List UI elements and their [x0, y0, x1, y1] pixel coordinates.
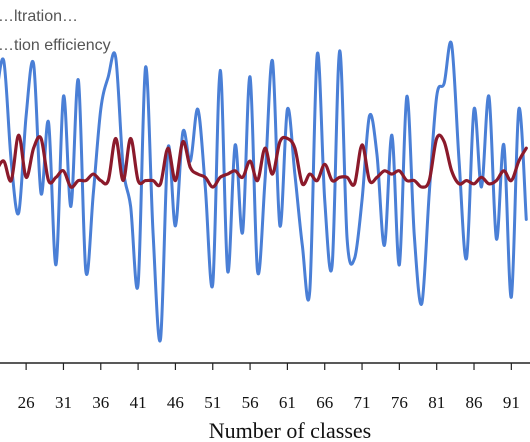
x-tick-label: 26 — [18, 393, 35, 412]
x-tick-label: 86 — [466, 393, 483, 412]
series-1-line — [0, 40, 528, 343]
x-axis-title: Number of classes — [209, 418, 372, 442]
x-tick-label: 41 — [130, 393, 147, 412]
series-2-line — [0, 133, 528, 189]
x-tick-label: 81 — [428, 393, 445, 412]
legend: …ltration… …tion efficiency — [0, 8, 111, 54]
plot-lines — [0, 40, 528, 343]
x-tick-label: 91 — [503, 393, 520, 412]
x-tick-label: 66 — [316, 393, 333, 412]
x-tick-label: 76 — [391, 393, 408, 412]
x-ticks: 26 31 36 41 46 51 56 61 66 71 76 81 86 91 — [18, 363, 520, 412]
x-tick-label: 56 — [242, 393, 259, 412]
x-tick-label: 71 — [354, 393, 371, 412]
x-tick-label: 51 — [204, 393, 221, 412]
x-tick-label: 31 — [55, 393, 72, 412]
legend-entry-2: …tion efficiency — [0, 37, 111, 54]
legend-entry-1: …ltration… — [0, 8, 78, 25]
x-tick-label: 36 — [92, 393, 109, 412]
x-tick-label: 46 — [167, 393, 184, 412]
x-tick-label: 61 — [279, 393, 296, 412]
